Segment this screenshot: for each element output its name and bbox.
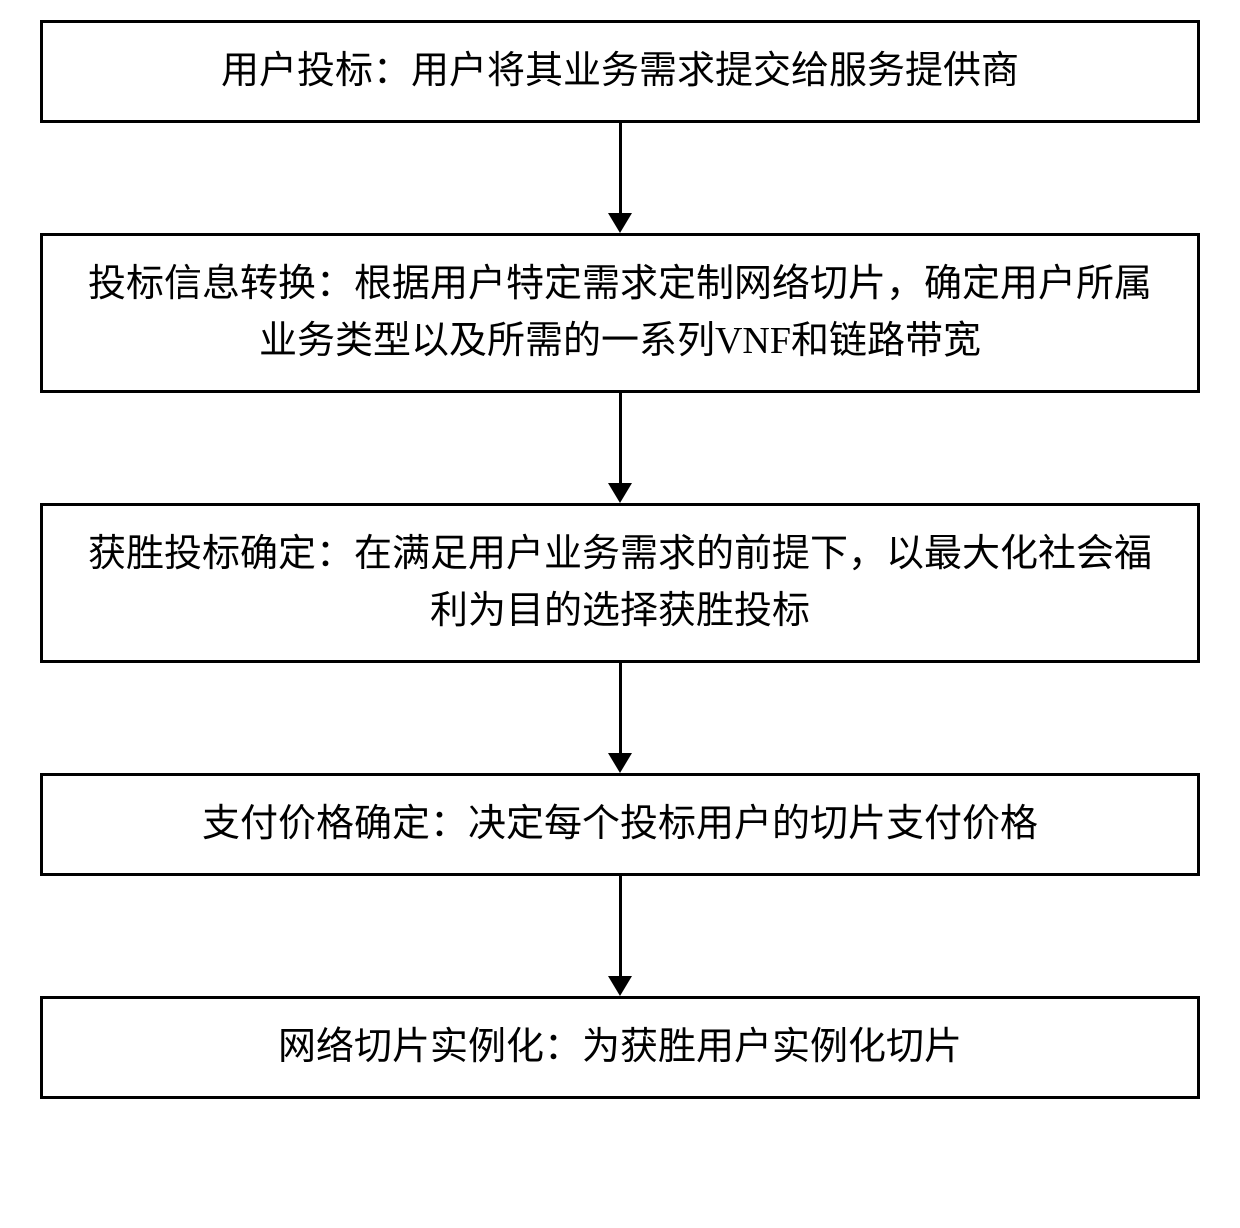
node-text: 投标信息转换：根据用户特定需求定制网络切片，确定用户所属业务类型以及所需的一系列… xyxy=(73,256,1167,370)
arrow-head-icon xyxy=(608,976,632,996)
arrow-line xyxy=(619,876,622,976)
flowchart-node-1: 用户投标：用户将其业务需求提交给服务提供商 xyxy=(40,20,1200,123)
flowchart-container: 用户投标：用户将其业务需求提交给服务提供商 投标信息转换：根据用户特定需求定制网… xyxy=(20,20,1220,1099)
flowchart-node-2: 投标信息转换：根据用户特定需求定制网络切片，确定用户所属业务类型以及所需的一系列… xyxy=(40,233,1200,393)
node-text: 用户投标：用户将其业务需求提交给服务提供商 xyxy=(221,43,1019,100)
flowchart-node-4: 支付价格确定：决定每个投标用户的切片支付价格 xyxy=(40,773,1200,876)
node-text: 获胜投标确定：在满足用户业务需求的前提下，以最大化社会福利为目的选择获胜投标 xyxy=(73,526,1167,640)
arrow-head-icon xyxy=(608,753,632,773)
arrow-head-icon xyxy=(608,213,632,233)
arrow-2 xyxy=(608,393,632,503)
arrow-line xyxy=(619,663,622,753)
arrow-head-icon xyxy=(608,483,632,503)
arrow-3 xyxy=(608,663,632,773)
arrow-line xyxy=(619,123,622,213)
node-text: 网络切片实例化：为获胜用户实例化切片 xyxy=(278,1019,962,1076)
node-text: 支付价格确定：决定每个投标用户的切片支付价格 xyxy=(202,796,1038,853)
arrow-line xyxy=(619,393,622,483)
arrow-1 xyxy=(608,123,632,233)
flowchart-node-5: 网络切片实例化：为获胜用户实例化切片 xyxy=(40,996,1200,1099)
arrow-4 xyxy=(608,876,632,996)
flowchart-node-3: 获胜投标确定：在满足用户业务需求的前提下，以最大化社会福利为目的选择获胜投标 xyxy=(40,503,1200,663)
